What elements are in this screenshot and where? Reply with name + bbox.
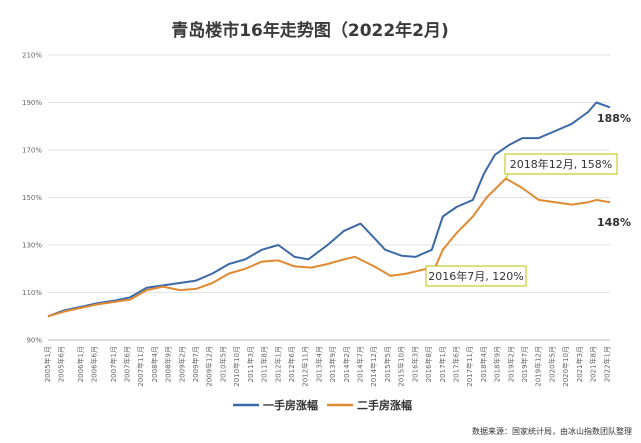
- x-tick-label: 2014年12月: [369, 346, 378, 387]
- x-tick-label: 2016年8月: [424, 346, 433, 382]
- x-tick-label: 2012年6月: [287, 346, 296, 382]
- x-tick-label: 2017年1月: [438, 346, 447, 382]
- legend-label: 一手房涨幅: [263, 398, 318, 412]
- x-tick-label: 2006年1月: [76, 346, 85, 382]
- x-axis: 2005年1月 2005年6月 2006年1月 2006年6月 2007年1月 2007年…: [43, 346, 611, 387]
- annotations: 188% 148% 2018年12月, 158% 2016年7月, 120%: [425, 112, 631, 287]
- x-tick-label: 2005年6月: [57, 346, 66, 382]
- x-tick-label: 2013年9月: [328, 346, 337, 382]
- x-tick-label: 2015年10月: [397, 346, 406, 387]
- x-tick-label: 2014年7月: [356, 346, 365, 382]
- x-tick-label: 2008年9月: [164, 346, 173, 382]
- x-tick-label: 2019年7月: [520, 346, 529, 382]
- x-tick-label: 2007年6月: [123, 346, 132, 382]
- x-tick-label: 2013年4月: [314, 346, 323, 382]
- x-tick-label: 2012年1月: [273, 346, 282, 382]
- x-tick-label: 2011年3月: [246, 346, 255, 382]
- x-tick-label: 2011年8月: [260, 346, 269, 382]
- x-tick-label: 2009年2月: [177, 346, 186, 382]
- y-tick-label: 210%: [22, 52, 42, 60]
- callout-2016-box: [425, 265, 527, 287]
- x-tick-label: 2019年2月: [506, 346, 515, 382]
- x-tick-label: 2018年9月: [493, 346, 502, 382]
- x-tick-label: 2007年11月: [136, 346, 145, 387]
- callout-2018-box: [504, 153, 618, 175]
- x-tick-label: 2010年10月: [232, 346, 241, 387]
- series-layer: [47, 101, 611, 318]
- x-tick-label: 2015年5月: [383, 346, 392, 382]
- x-tick-label: 2021年8月: [589, 346, 598, 382]
- x-tick-label: 2020年5月: [547, 346, 556, 382]
- series-line-resale-home: [47, 177, 611, 318]
- x-tick-label: 2008年4月: [150, 346, 159, 382]
- callout-2016-text: 2016年7月, 120%: [428, 269, 523, 283]
- y-tick-label: 130%: [22, 242, 42, 250]
- x-tick-label: 2017年6月: [451, 346, 460, 382]
- x-tick-label: 2009年7月: [191, 346, 200, 382]
- x-tick-label: 2007年1月: [109, 346, 118, 382]
- x-tick-label: 2014年2月: [342, 346, 351, 382]
- legend: 一手房涨幅 二手房涨幅: [233, 398, 412, 412]
- end-value-label: 148%: [597, 216, 631, 229]
- x-tick-label: 2012年11月: [301, 346, 310, 387]
- source-note: 数据来源：国家统计局，由冰山指数团队整理: [472, 426, 632, 436]
- legend-label: 二手房涨幅: [357, 398, 412, 412]
- x-tick-label: 2005年1月: [43, 346, 52, 382]
- x-tick-label: 2021年3月: [575, 346, 584, 382]
- x-tick-label: 2006年6月: [90, 346, 99, 382]
- x-tick-label: 2016年3月: [410, 346, 419, 382]
- series-line-new-home: [47, 101, 611, 318]
- x-tick-label: 2019年12月: [534, 346, 543, 387]
- callout-2018-text: 2018年12月, 158%: [510, 157, 612, 171]
- x-tick-label: 2009年12月: [205, 346, 214, 387]
- x-tick-label: 2020年10月: [561, 346, 570, 387]
- x-tick-label: 2017年11月: [465, 346, 474, 387]
- x-tick-label: 2018年4月: [479, 346, 488, 382]
- chart-title: 青岛楼市16年走势图（2022年2月): [171, 20, 449, 41]
- y-tick-label: 150%: [22, 194, 42, 202]
- y-tick-label: 90%: [26, 337, 42, 345]
- y-tick-label: 110%: [22, 289, 42, 297]
- y-tick-label: 190%: [22, 99, 42, 107]
- x-tick-label: 2022年1月: [602, 346, 611, 382]
- end-value-label: 188%: [597, 112, 631, 125]
- y-axis: 90% 110% 130% 150% 170% 190% 210%: [22, 52, 42, 345]
- y-tick-label: 170%: [22, 147, 42, 155]
- x-tick-label: 2010年5月: [218, 346, 227, 382]
